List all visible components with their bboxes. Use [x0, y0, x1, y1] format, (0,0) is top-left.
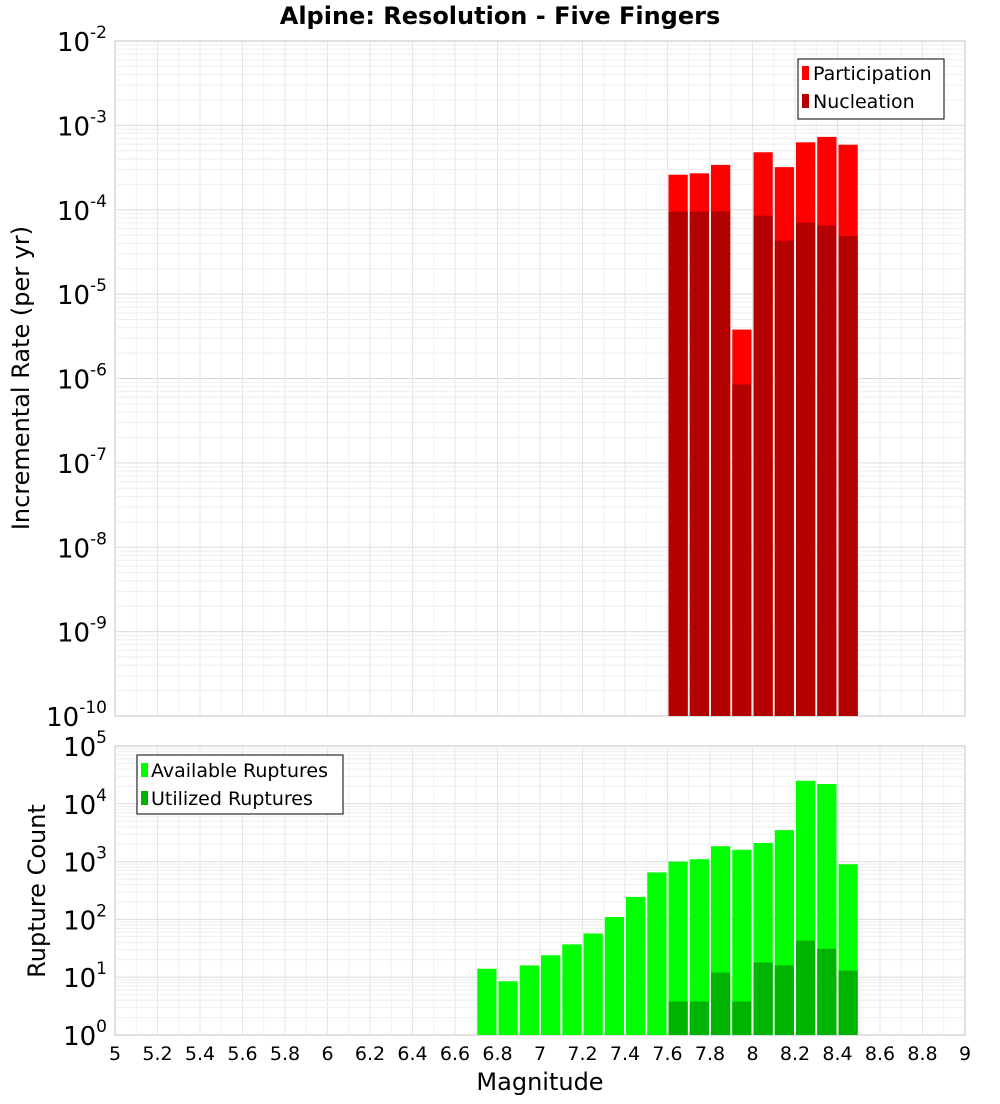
rate-bar-nucleation — [732, 384, 752, 716]
rate-bar-nucleation — [774, 240, 794, 717]
x-tick-label: 6 — [321, 1043, 333, 1065]
x-tick-label: 7.8 — [695, 1043, 725, 1065]
count-bar-utilized-ruptures — [838, 970, 858, 1035]
count-y-tick-label: 101 — [63, 959, 107, 994]
count-bar-available-ruptures — [689, 859, 709, 1035]
count-bar-utilized-ruptures — [774, 965, 794, 1035]
rate-panel: 10-2 10-3 10-4 10-5 10-6 10-7 10-8 10-9 10-10 In… — [7, 23, 966, 733]
rate-y-tick-label: 10-4 — [57, 192, 107, 227]
count-y-axis-label: Rupture Count — [23, 804, 51, 978]
count-bar-available-ruptures — [604, 917, 624, 1035]
rate-y-tick-label: 10-9 — [57, 614, 107, 649]
count-y-tick-label: 105 — [63, 728, 107, 763]
rate-y-tick-label: 10-6 — [57, 361, 107, 396]
count-panel: 105 104 103 102 101 100 Rupture Count Availab… — [23, 728, 971, 1096]
rate-bar-nucleation — [668, 211, 688, 716]
count-bar-available-ruptures — [732, 849, 752, 1035]
count-bar-available-ruptures — [583, 933, 603, 1035]
rate-y-axis-label: Incremental Rate (per yr) — [7, 226, 35, 530]
x-tick-label: 5.8 — [270, 1043, 300, 1065]
count-bar-available-ruptures — [626, 896, 646, 1035]
rate-legend-box — [797, 58, 945, 120]
x-tick-label: 7.4 — [610, 1043, 640, 1065]
x-tick-label: 5.6 — [227, 1043, 257, 1065]
rate-bar-nucleation — [796, 222, 816, 716]
legend-participation-swatch — [802, 66, 809, 80]
count-bar-available-ruptures — [541, 955, 561, 1035]
legend-utilized-label: Utilized Ruptures — [151, 788, 313, 810]
legend-participation-label: Participation — [813, 63, 932, 85]
rate-y-tick-label: 10-10 — [46, 698, 107, 733]
count-bar-available-ruptures — [498, 981, 518, 1035]
rate-bar-nucleation — [711, 211, 731, 717]
x-tick-label: 5.2 — [142, 1043, 172, 1065]
x-tick-label: 5 — [109, 1043, 121, 1065]
rate-legend: Participation Nucleation — [797, 58, 945, 120]
rate-y-tick-label: 10-8 — [57, 529, 107, 564]
rate-bar-nucleation — [689, 211, 709, 716]
count-bar-utilized-ruptures — [689, 1001, 709, 1035]
rate-y-tick-label: 10-2 — [57, 23, 107, 58]
x-tick-label: 8.4 — [822, 1043, 852, 1065]
count-bar-available-ruptures — [477, 968, 497, 1035]
x-tick-label: 8.2 — [780, 1043, 810, 1065]
count-bar-utilized-ruptures — [796, 940, 816, 1035]
count-legend-box — [136, 754, 344, 815]
x-tick-label: 6.2 — [355, 1043, 385, 1065]
legend-available-swatch — [141, 763, 148, 777]
count-bar-utilized-ruptures — [668, 1001, 688, 1035]
count-y-tick-label: 104 — [63, 786, 107, 821]
x-tick-label: 7.2 — [567, 1043, 597, 1065]
x-tick-label: 8.6 — [865, 1043, 895, 1065]
rate-bar-nucleation — [753, 215, 773, 717]
x-tick-label: 6.6 — [440, 1043, 470, 1065]
x-ticks: 5 5.2 5.4 5.6 5.8 6 6.2 6.4 6.6 6.8 7 7.2 7.4 7.6 7.8 8… — [109, 1043, 971, 1065]
rate-y-tick-label: 10-7 — [57, 445, 107, 480]
count-bar-utilized-ruptures — [817, 948, 837, 1035]
count-bar-utilized-ruptures — [711, 972, 731, 1035]
x-tick-label: 8.8 — [907, 1043, 937, 1065]
rate-y-ticks: 10-2 10-3 10-4 10-5 10-6 10-7 10-8 10-9 10-10 — [46, 23, 107, 733]
legend-nucleation-label: Nucleation — [813, 91, 915, 113]
count-bar-available-ruptures — [562, 944, 582, 1035]
legend-utilized-swatch — [141, 791, 148, 805]
count-bars — [477, 780, 858, 1035]
x-tick-label: 7 — [534, 1043, 546, 1065]
count-y-tick-label: 102 — [63, 901, 107, 936]
count-bar-utilized-ruptures — [753, 962, 773, 1035]
rate-y-tick-label: 10-5 — [57, 276, 107, 311]
x-tick-label: 9 — [959, 1043, 971, 1065]
count-y-ticks: 105 104 103 102 101 100 — [63, 728, 107, 1052]
rate-bar-nucleation — [838, 235, 858, 716]
count-y-tick-label: 100 — [63, 1017, 107, 1052]
x-tick-label: 6.8 — [482, 1043, 512, 1065]
rate-bars — [668, 136, 858, 717]
x-tick-label: 7.6 — [652, 1043, 682, 1065]
chart-title: Alpine: Resolution - Five Fingers — [280, 2, 721, 30]
x-tick-label: 6.4 — [397, 1043, 427, 1065]
count-y-tick-label: 103 — [63, 844, 107, 879]
rate-y-tick-label: 10-3 — [57, 107, 107, 142]
legend-available-label: Available Ruptures — [151, 760, 328, 782]
legend-nucleation-swatch — [802, 94, 809, 108]
rate-grid — [115, 41, 965, 716]
count-bar-available-ruptures — [519, 965, 539, 1035]
x-tick-label: 5.4 — [185, 1043, 215, 1065]
count-legend: Available Ruptures Utilized Ruptures — [136, 754, 344, 815]
rate-bar-nucleation — [817, 225, 837, 716]
x-tick-label: 8 — [746, 1043, 758, 1065]
count-bar-available-ruptures — [647, 872, 667, 1035]
count-bar-available-ruptures — [668, 861, 688, 1035]
x-axis-label: Magnitude — [476, 1068, 603, 1096]
count-bar-utilized-ruptures — [732, 1001, 752, 1035]
